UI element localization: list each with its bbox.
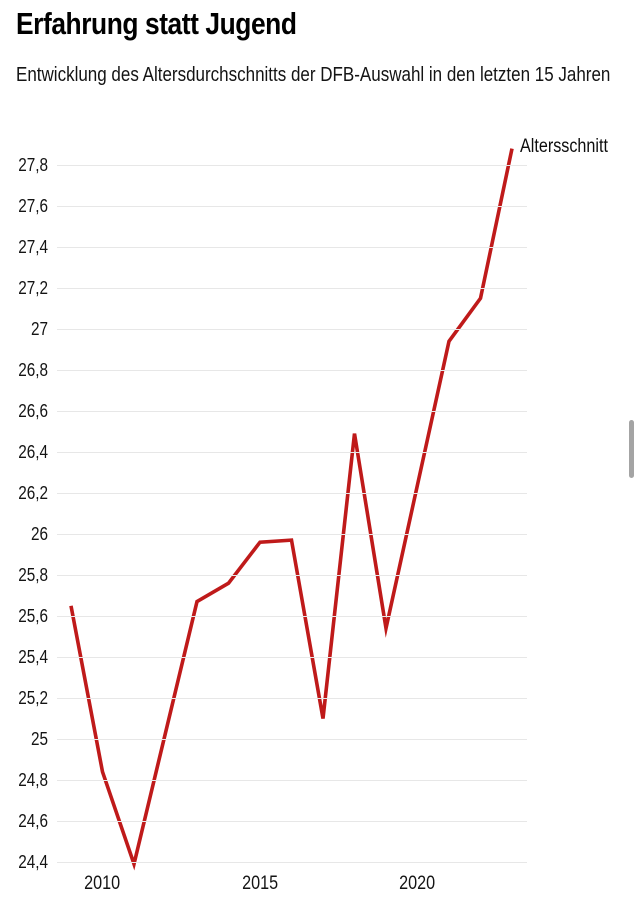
y-tick-label-text: 25,2 [18,688,48,708]
y-tick-label-text: 26,6 [18,401,48,421]
y-tick-label: 25,6 [0,604,48,628]
y-tick-label: 25 [0,727,48,751]
y-tick-label: 26,2 [0,481,48,505]
y-tick-label-text: 25 [30,729,48,749]
y-tick-label-text: 26,2 [18,483,48,503]
y-tick-label: 25,2 [0,686,48,710]
y-tick-label-text: 25,6 [18,606,48,626]
y-gridline [57,657,527,658]
y-tick-label: 24,6 [0,809,48,833]
y-tick-label-text: 25,4 [18,647,48,667]
y-tick-label-text: 24,4 [18,852,48,872]
y-gridline [57,821,527,822]
y-tick-label: 25,8 [0,563,48,587]
x-tick-label: 2015 [228,872,292,896]
y-tick-label: 26,4 [0,440,48,464]
y-tick-label: 26 [0,522,48,546]
y-gridline [57,616,527,617]
y-tick-label-text: 26,4 [18,442,48,462]
y-tick-label-text: 26,8 [18,360,48,380]
altersschnitt-line [69,148,514,871]
y-gridline [57,493,527,494]
y-gridline [57,247,527,248]
y-gridline [57,452,527,453]
x-tick-label: 2020 [386,872,450,896]
y-gridline [57,288,527,289]
y-tick-label: 27 [0,317,48,341]
y-tick-label: 27,2 [0,276,48,300]
y-tick-label-text: 24,8 [18,770,48,790]
y-tick-label-text: 26 [30,524,48,544]
y-tick-label-text: 24,6 [18,811,48,831]
x-tick-label-text: 2020 [399,873,436,894]
y-tick-label-text: 25,8 [18,565,48,585]
y-tick-label: 26,6 [0,399,48,423]
y-tick-label: 27,8 [0,153,48,177]
y-gridline [57,165,527,166]
x-tick-label: 2010 [71,872,135,896]
y-gridline [57,739,527,740]
y-tick-label: 24,4 [0,850,48,874]
y-gridline [57,862,527,863]
y-gridline [57,206,527,207]
x-tick-label-text: 2015 [242,873,278,894]
y-tick-label-text: 27,4 [18,237,48,257]
x-tick-label-text: 2010 [84,873,121,894]
scrollbar-thumb[interactable] [629,420,634,478]
y-gridline [57,698,527,699]
y-tick-label: 27,6 [0,194,48,218]
y-tick-label-text: 27,2 [18,278,48,298]
series-label-text: Altersschnitt [520,136,608,157]
y-tick-label-text: 27,6 [18,196,48,216]
y-gridline [57,370,527,371]
y-tick-label: 26,8 [0,358,48,382]
y-tick-label-text: 27,8 [18,155,48,175]
y-tick-label: 24,8 [0,768,48,792]
y-gridline [57,780,527,781]
y-gridline [57,534,527,535]
page-title: Erfahrung statt Jugend [16,6,346,42]
y-tick-label-text: 27 [30,319,48,339]
series-label: Altersschnitt [520,136,623,158]
page-title-text: Erfahrung statt Jugend [16,6,297,41]
y-gridline [57,329,527,330]
y-tick-label: 27,4 [0,235,48,259]
y-tick-label: 25,4 [0,645,48,669]
y-gridline [57,575,527,576]
page-subtitle: Entwicklung des Altersdurchschnitts der … [16,64,611,86]
y-gridline [57,411,527,412]
